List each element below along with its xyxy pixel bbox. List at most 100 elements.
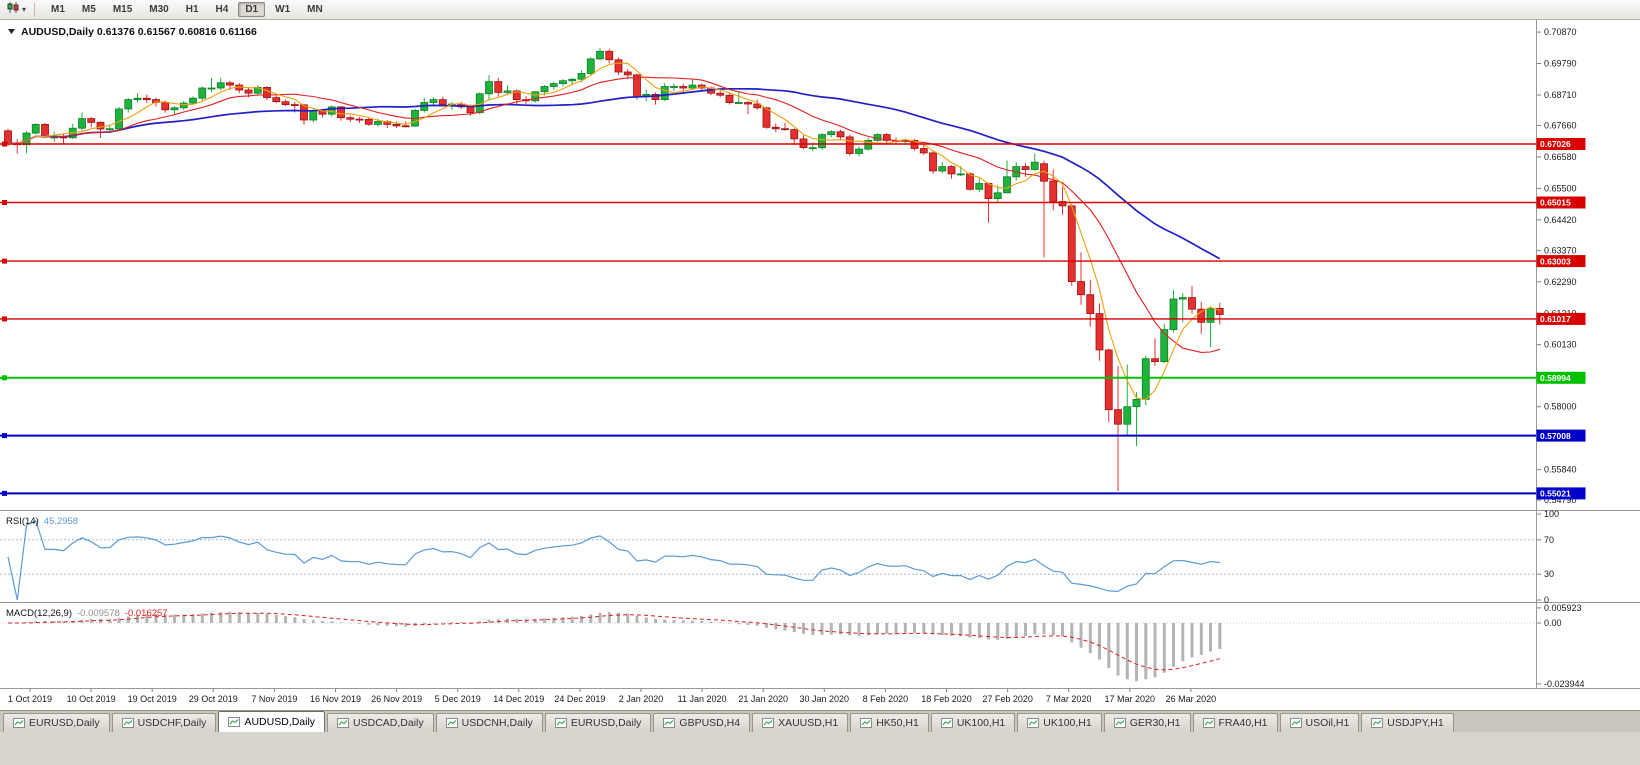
- chart-tab-xauusd-h1[interactable]: XAUUSD,H1: [752, 713, 849, 732]
- rsi-pane: 100 70 30 0 RSI(14) 45.2958: [0, 509, 1559, 605]
- mini-chart-icon: [860, 718, 873, 728]
- svg-text:0.57008: 0.57008: [1540, 431, 1571, 441]
- mini-chart-icon: [228, 717, 241, 727]
- ma-5-line: [7, 62, 1220, 401]
- timeframe-button-m5[interactable]: M5: [81, 4, 96, 15]
- hline-anchor[interactable]: [2, 490, 7, 496]
- mini-chart-icon: [663, 718, 676, 728]
- timeframe-button-m15[interactable]: M15: [112, 4, 133, 15]
- svg-text:26 Mar 2020: 26 Mar 2020: [1166, 694, 1217, 704]
- svg-text:0.54790: 0.54790: [1544, 495, 1577, 505]
- main-chart-svg[interactable]: 0.70870 0.69790 0.68710 0.67660 0.66580 0.655…: [0, 20, 1640, 710]
- svg-text:8 Feb 2020: 8 Feb 2020: [863, 694, 909, 704]
- chart-tab-uk100-h1[interactable]: UK100,H1: [1017, 713, 1102, 732]
- mini-chart-icon: [1113, 718, 1126, 728]
- macd-histogram: [8, 611, 1222, 682]
- timeframe-button-mn[interactable]: MN: [307, 4, 323, 15]
- mini-chart-icon: [1027, 718, 1040, 728]
- svg-text:0.66580: 0.66580: [1544, 152, 1577, 162]
- svg-text:26 Nov 2019: 26 Nov 2019: [371, 694, 422, 704]
- svg-text:0: 0: [1544, 595, 1549, 605]
- macd-label: MACD(12,26,9) -0.009578 -0.016257: [6, 608, 168, 619]
- svg-text:-0.023944: -0.023944: [1544, 679, 1585, 689]
- timeframe-button-m30[interactable]: M30: [149, 4, 169, 15]
- svg-text:10 Oct 2019: 10 Oct 2019: [67, 694, 116, 704]
- chevron-down-icon: ▾: [22, 4, 27, 14]
- svg-text:0.63370: 0.63370: [1544, 245, 1577, 255]
- svg-text:0.00: 0.00: [1544, 618, 1562, 628]
- mini-chart-icon: [13, 718, 25, 728]
- svg-text:0.69790: 0.69790: [1544, 59, 1577, 69]
- chart-tab-ger30-h1[interactable]: GER30,H1: [1103, 713, 1191, 732]
- chart-tab-eurusd-daily[interactable]: EURUSD,Daily: [544, 713, 652, 732]
- hline-anchor[interactable]: [2, 375, 7, 381]
- svg-text:1 Oct 2019: 1 Oct 2019: [8, 694, 52, 704]
- hline-anchor[interactable]: [2, 258, 7, 264]
- chart-tab-usdcnh-daily[interactable]: USDCNH,Daily: [435, 713, 543, 732]
- hline-anchor[interactable]: [2, 316, 7, 322]
- mini-chart-icon: [337, 718, 350, 728]
- chart-tab-usoil-h1[interactable]: USOil,H1: [1279, 713, 1360, 732]
- svg-text:21 Jan 2020: 21 Jan 2020: [738, 694, 788, 704]
- price-chart[interactable]: 0.70870 0.69790 0.68710 0.67660 0.66580 0.655…: [0, 20, 1640, 710]
- timeframe-toolbar: M1 M5 M15 M30 H1 H4 D1 W1 MN: [41, 2, 333, 17]
- chart-tab-eurusd-daily[interactable]: EURUSD,Daily: [3, 713, 110, 732]
- candlestick-chart-icon: [6, 1, 21, 19]
- hline-anchor[interactable]: [2, 200, 7, 205]
- chart-tab-usdjpy-h1[interactable]: USDJPY,H1: [1361, 713, 1454, 732]
- chart-window[interactable]: 0.70870 0.69790 0.68710 0.67660 0.66580 0.655…: [0, 20, 1640, 710]
- timeframe-button-h1[interactable]: H1: [185, 4, 199, 15]
- svg-text:2 Jan 2020: 2 Jan 2020: [619, 694, 664, 704]
- mini-chart-icon: [445, 718, 458, 728]
- svg-text:0.64420: 0.64420: [1544, 215, 1577, 225]
- mini-chart-icon: [1202, 718, 1215, 728]
- mini-chart-icon: [121, 718, 134, 728]
- timeframe-button-m1[interactable]: M1: [51, 4, 65, 15]
- svg-text:0.68710: 0.68710: [1544, 90, 1577, 100]
- svg-text:0.67660: 0.67660: [1544, 121, 1577, 131]
- chart-tabs: EURUSD,Daily USDCHF,Daily AUDUSD,Daily USDC…: [0, 710, 1640, 732]
- svg-text:0.67026: 0.67026: [1540, 139, 1571, 149]
- svg-text:100: 100: [1544, 509, 1559, 519]
- svg-text:30: 30: [1544, 569, 1554, 579]
- svg-text:18 Feb 2020: 18 Feb 2020: [921, 694, 972, 704]
- chart-dropdown-triangle[interactable]: [8, 29, 15, 34]
- svg-text:0.60130: 0.60130: [1544, 340, 1577, 350]
- svg-text:0.58000: 0.58000: [1544, 402, 1577, 412]
- svg-text:0.61017: 0.61017: [1540, 314, 1571, 324]
- svg-text:24 Dec 2019: 24 Dec 2019: [554, 694, 605, 704]
- chart-tab-audusd-daily[interactable]: AUDUSD,Daily: [218, 711, 326, 732]
- hline-anchor[interactable]: [2, 141, 7, 147]
- bottom-strip: [0, 732, 1640, 765]
- chart-tab-fra40-h1[interactable]: FRA40,H1: [1192, 713, 1278, 732]
- macd-signal-line: [8, 612, 1220, 671]
- svg-text:0.55021: 0.55021: [1540, 489, 1571, 499]
- timeframe-button-w1[interactable]: W1: [275, 4, 291, 15]
- chart-tab-usdcad-daily[interactable]: USDCAD,Daily: [327, 713, 434, 732]
- svg-text:17 Mar 2020: 17 Mar 2020: [1105, 694, 1156, 704]
- hline-anchor[interactable]: [2, 433, 7, 439]
- chart-type-tool[interactable]: ▾: [4, 1, 28, 19]
- mini-chart-icon: [940, 718, 953, 728]
- svg-text:0.65015: 0.65015: [1540, 198, 1571, 208]
- svg-text:11 Jan 2020: 11 Jan 2020: [678, 694, 727, 704]
- svg-text:0.62290: 0.62290: [1544, 277, 1577, 287]
- chart-tab-gbpusd-h4[interactable]: GBPUSD,H4: [653, 713, 751, 732]
- chart-title: AUDUSD,Daily 0.61376 0.61567 0.60816 0.6…: [21, 26, 257, 38]
- svg-text:19 Oct 2019: 19 Oct 2019: [128, 694, 177, 704]
- svg-text:29 Oct 2019: 29 Oct 2019: [189, 694, 238, 704]
- chart-tab-usdchf-daily[interactable]: USDCHF,Daily: [111, 713, 217, 732]
- mini-chart-icon: [1371, 718, 1384, 728]
- chart-tab-hk50-h1[interactable]: HK50,H1: [850, 713, 929, 732]
- chart-tab-uk100-h1[interactable]: UK100,H1: [930, 713, 1016, 732]
- mini-chart-icon: [1289, 718, 1302, 728]
- ma-13-line: [7, 76, 1220, 353]
- top-toolbar: ▾ M1 M5 M15 M30 H1 H4 D1 W1 MN: [0, 0, 1640, 20]
- svg-text:7 Nov 2019: 7 Nov 2019: [251, 694, 297, 704]
- timeframe-button-h4[interactable]: H4: [215, 4, 229, 15]
- hline-price-labels: 0.67026 0.65015 0.63003 0.61017 0.58994 0.570…: [1536, 138, 1586, 500]
- svg-text:0.65500: 0.65500: [1544, 183, 1577, 193]
- chart-background: [0, 20, 1640, 710]
- timeframe-button-d1[interactable]: D1: [238, 2, 266, 17]
- date-axis[interactable]: 1 Oct 2019 10 Oct 2019 19 Oct 2019 29 Oct 2…: [8, 689, 1216, 704]
